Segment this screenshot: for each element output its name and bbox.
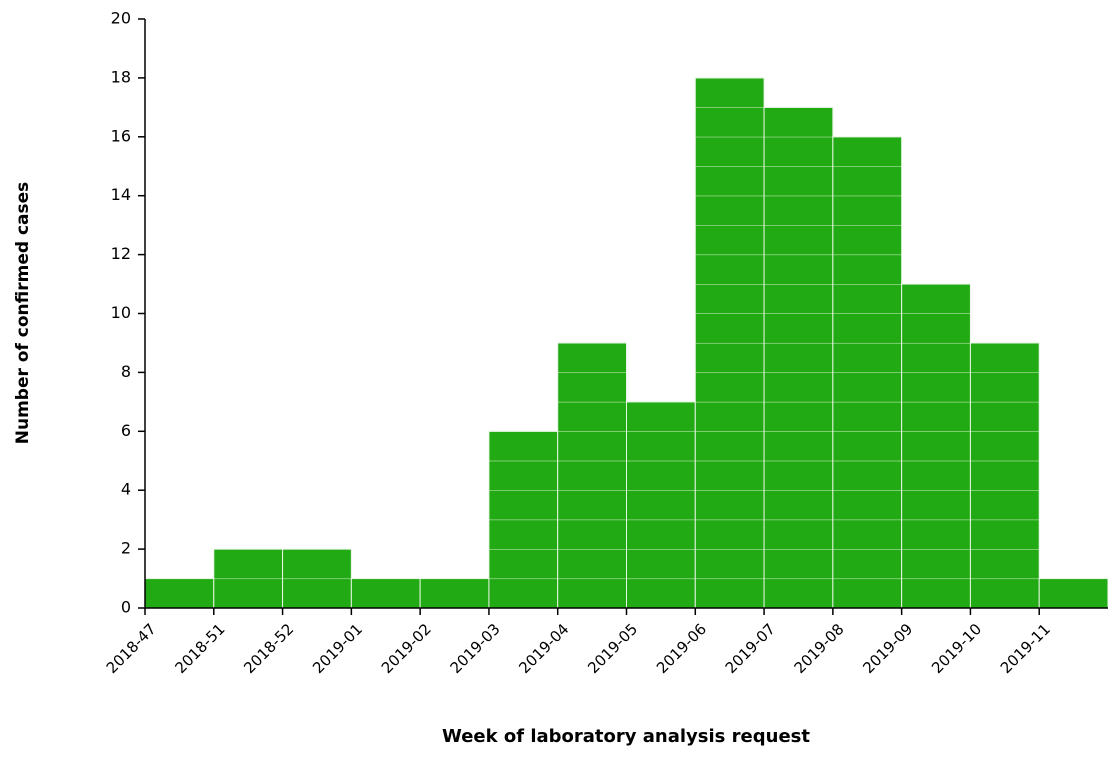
bar (694, 77, 765, 609)
x-tick-label: 2019-05 (584, 620, 641, 677)
y-tick-label: 0 (121, 598, 131, 617)
bar (557, 342, 628, 609)
y-tick-label: 20 (111, 9, 131, 28)
x-tick-label: 2019-06 (653, 620, 710, 677)
x-tick-label: 2019-09 (859, 620, 916, 677)
bar (832, 136, 903, 609)
x-tick-label: 2019-10 (928, 620, 985, 677)
x-tick-label: 2018-52 (240, 620, 297, 677)
y-tick-label: 18 (111, 67, 131, 86)
y-tick-label: 14 (111, 185, 131, 204)
x-axis-label: Week of laboratory analysis request (442, 726, 810, 747)
x-tick-label: 2018-51 (171, 620, 228, 677)
y-tick-label: 10 (111, 303, 131, 322)
x-tick-label: 2019-03 (447, 620, 504, 677)
x-tick-label: 2019-02 (378, 620, 435, 677)
bar (901, 283, 971, 609)
y-tick-label: 4 (121, 480, 131, 499)
x-tick-label: 2019-01 (309, 620, 366, 677)
x-tick-label: 2019-07 (722, 620, 779, 677)
y-tick-label: 2 (121, 539, 131, 558)
bar (350, 578, 421, 609)
y-tick-label: 16 (111, 126, 131, 145)
y-tick-label: 6 (121, 421, 131, 440)
bar (419, 578, 490, 609)
y-axis-label: Number of confirmed cases (13, 182, 33, 445)
bar (144, 578, 215, 609)
bar (763, 106, 834, 609)
bar (969, 342, 1040, 609)
y-tick-label: 12 (111, 244, 131, 263)
bar (282, 548, 352, 609)
bar (488, 430, 559, 609)
x-tick-label: 2019-08 (791, 620, 848, 677)
y-tick-label: 8 (121, 362, 131, 381)
bar (213, 548, 284, 609)
x-tick-label: 2018-47 (103, 620, 160, 677)
bar (1038, 578, 1108, 609)
bar (626, 401, 696, 609)
x-tick-label: 2019-04 (515, 620, 572, 677)
x-tick-label: 2019-11 (997, 620, 1054, 677)
